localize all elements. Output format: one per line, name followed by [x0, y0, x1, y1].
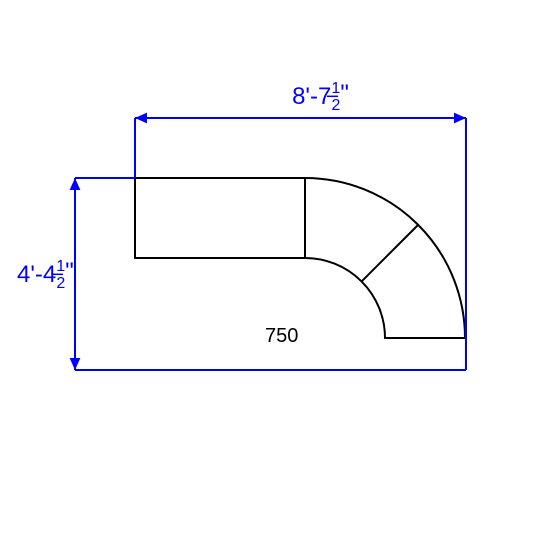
furniture-outline — [135, 178, 465, 338]
feet: 4'-4 — [17, 261, 56, 288]
labels: 8'-712"4'-412"750 — [17, 80, 349, 347]
feet: 8'-7 — [292, 83, 331, 110]
inch-mark: " — [65, 258, 74, 285]
dimensioned-drawing: 8'-712"4'-412"750 — [0, 0, 550, 550]
frac-num: 1 — [331, 80, 340, 97]
arrowhead — [70, 358, 81, 370]
frac-num: 1 — [56, 258, 65, 275]
sofa-outline — [135, 178, 465, 338]
frac-den: 2 — [56, 275, 65, 292]
arrowhead — [454, 113, 466, 124]
inch-mark: " — [340, 80, 349, 107]
model-label: 750 — [265, 325, 298, 347]
arrowhead — [135, 113, 147, 124]
seam-diagonal — [362, 225, 419, 282]
frac-den: 2 — [331, 97, 340, 114]
arrowhead — [70, 178, 81, 190]
dim-left-label: 4'-412" — [17, 258, 74, 292]
dim-top-label: 8'-712" — [292, 80, 349, 114]
